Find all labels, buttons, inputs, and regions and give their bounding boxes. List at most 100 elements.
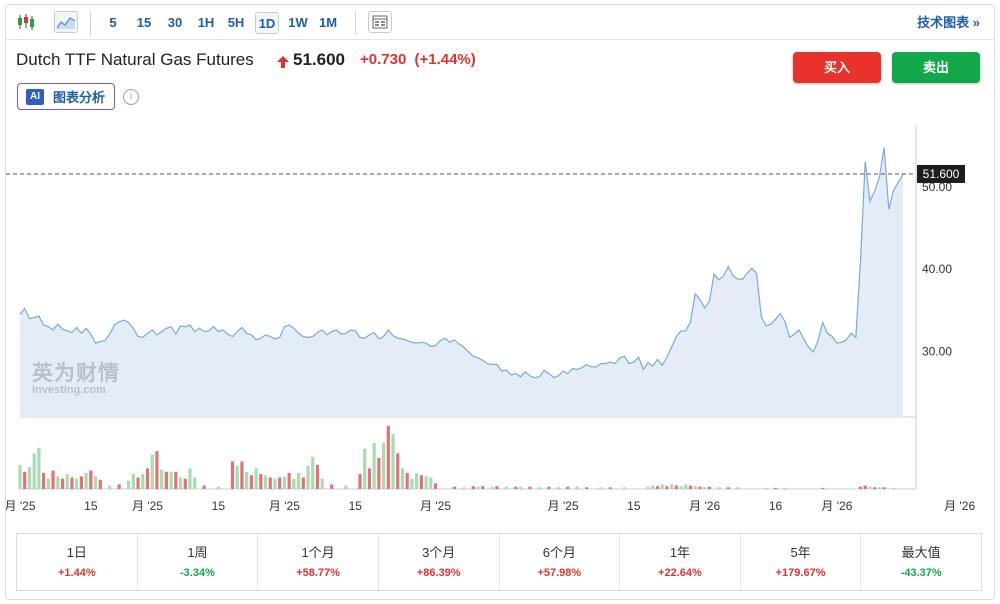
volume-bar — [282, 476, 287, 489]
volume-bar — [452, 486, 457, 489]
period-cell[interactable]: 3个月 +86.39% — [379, 534, 500, 590]
volume-bar — [259, 474, 263, 489]
volume-bar — [230, 461, 235, 489]
volume-bar — [476, 486, 480, 489]
period-cell[interactable]: 1个月 +58.77% — [258, 534, 379, 590]
volume-bar — [42, 472, 46, 489]
period-cell[interactable]: 1年 +22.64% — [620, 534, 741, 590]
y-tick-label: 30.00 — [922, 344, 952, 358]
volume-bar — [688, 485, 693, 489]
volume-bar — [178, 477, 183, 489]
volume-bar — [674, 485, 678, 489]
x-tick-label: 15 — [349, 499, 363, 513]
timeframe-1h[interactable]: 1H — [197, 15, 215, 30]
volume-bar — [320, 478, 324, 489]
toolbar-divider — [90, 11, 91, 35]
volume-bar — [424, 476, 428, 489]
layout-icon[interactable] — [368, 11, 392, 33]
volume-bar — [296, 472, 301, 489]
volume-bar — [278, 477, 282, 489]
volume-bar — [514, 486, 518, 489]
volume-bar — [651, 485, 655, 489]
y-tick-label: 40.00 — [922, 262, 952, 276]
period-cell[interactable]: 5年 +179.67% — [741, 534, 862, 590]
volume-bar — [372, 443, 376, 489]
volume-bar — [93, 476, 98, 489]
volume-bar — [415, 472, 419, 489]
volume-bar — [367, 468, 372, 489]
volume-bar — [245, 471, 249, 489]
sell-button[interactable]: 卖出 — [892, 52, 980, 83]
volume-bar — [575, 486, 579, 489]
period-change: +86.39% — [416, 567, 461, 579]
price-area — [20, 147, 903, 417]
x-tick-label: 15 — [627, 499, 641, 513]
volume-bar — [56, 476, 60, 489]
volume-bar — [240, 461, 244, 489]
buy-button[interactable]: 买入 — [793, 52, 881, 83]
period-change: +1.44% — [58, 567, 96, 579]
volume-bar — [863, 485, 867, 489]
timeframe-5h[interactable]: 5H — [227, 15, 245, 30]
volume-bar — [315, 464, 320, 489]
volume-bar — [646, 486, 650, 489]
volume-bar — [377, 458, 381, 489]
timeframe-15[interactable]: 15 — [136, 15, 152, 30]
volume-bar — [419, 475, 423, 489]
volume-bar — [131, 474, 135, 489]
volume-bar — [764, 487, 768, 489]
period-cell[interactable]: 1日 +1.44% — [17, 534, 138, 590]
volume-bar — [18, 464, 22, 489]
volume-bar — [183, 478, 187, 489]
volume-bar — [429, 477, 433, 489]
volume-bar — [396, 453, 400, 489]
volume-bar — [391, 433, 395, 489]
volume-bar — [410, 478, 414, 489]
volume-bar — [84, 472, 88, 489]
candlestick-icon[interactable] — [14, 11, 38, 33]
volume-bar — [98, 479, 102, 489]
watermark-cn: 英为财情 — [32, 362, 120, 385]
volume-bar — [344, 485, 348, 489]
period-change: -43.37% — [900, 567, 942, 579]
volume-bar — [660, 484, 664, 489]
volume-bar — [27, 467, 32, 489]
volume-bar — [32, 453, 36, 489]
volume-bar — [891, 487, 896, 489]
volume-bar — [301, 477, 305, 489]
period-label: 1日 — [66, 545, 87, 560]
price-change-pct: (+1.44%) — [414, 51, 476, 68]
timeframe-1d[interactable]: 1D — [255, 12, 279, 34]
volume-bar — [292, 478, 296, 489]
volume-bar — [698, 486, 702, 489]
volume-bar — [287, 472, 291, 489]
volume-bar — [471, 486, 475, 489]
volume-bar — [358, 474, 362, 489]
area-chart-icon[interactable] — [54, 11, 78, 33]
timeframe-30[interactable]: 30 — [167, 15, 183, 30]
volume-bar — [174, 471, 178, 489]
timeframe-5[interactable]: 5 — [109, 15, 117, 30]
period-cell[interactable]: 6个月 +57.98% — [500, 534, 621, 590]
timeframe-1w[interactable]: 1W — [288, 15, 308, 30]
x-tick-label: 月 '25 — [269, 499, 300, 513]
info-icon[interactable]: i — [123, 89, 139, 105]
period-label: 1周 — [187, 545, 208, 560]
volume-bar — [60, 478, 65, 489]
x-tick-label: 月 '25 — [6, 499, 36, 513]
period-cell[interactable]: 最大值 -43.37% — [861, 534, 981, 590]
volume-bar — [858, 486, 863, 489]
x-tick-label: 月 '26 — [944, 499, 975, 513]
period-cell[interactable]: 1周 -3.34% — [138, 534, 259, 590]
volume-bar — [46, 478, 50, 489]
volume-bar — [75, 478, 79, 489]
timeframe-1m[interactable]: 1M — [318, 15, 338, 30]
period-change: +57.98% — [537, 567, 582, 579]
volume-bar — [273, 478, 277, 489]
x-tick-label: 15 — [212, 499, 226, 513]
price-change: +0.730 (+1.44%) — [360, 51, 476, 68]
ai-analysis-button[interactable]: AI 图表分析 — [17, 83, 115, 110]
tech-chart-link[interactable]: 技术图表 » — [917, 15, 980, 30]
volume-bar — [23, 471, 27, 489]
